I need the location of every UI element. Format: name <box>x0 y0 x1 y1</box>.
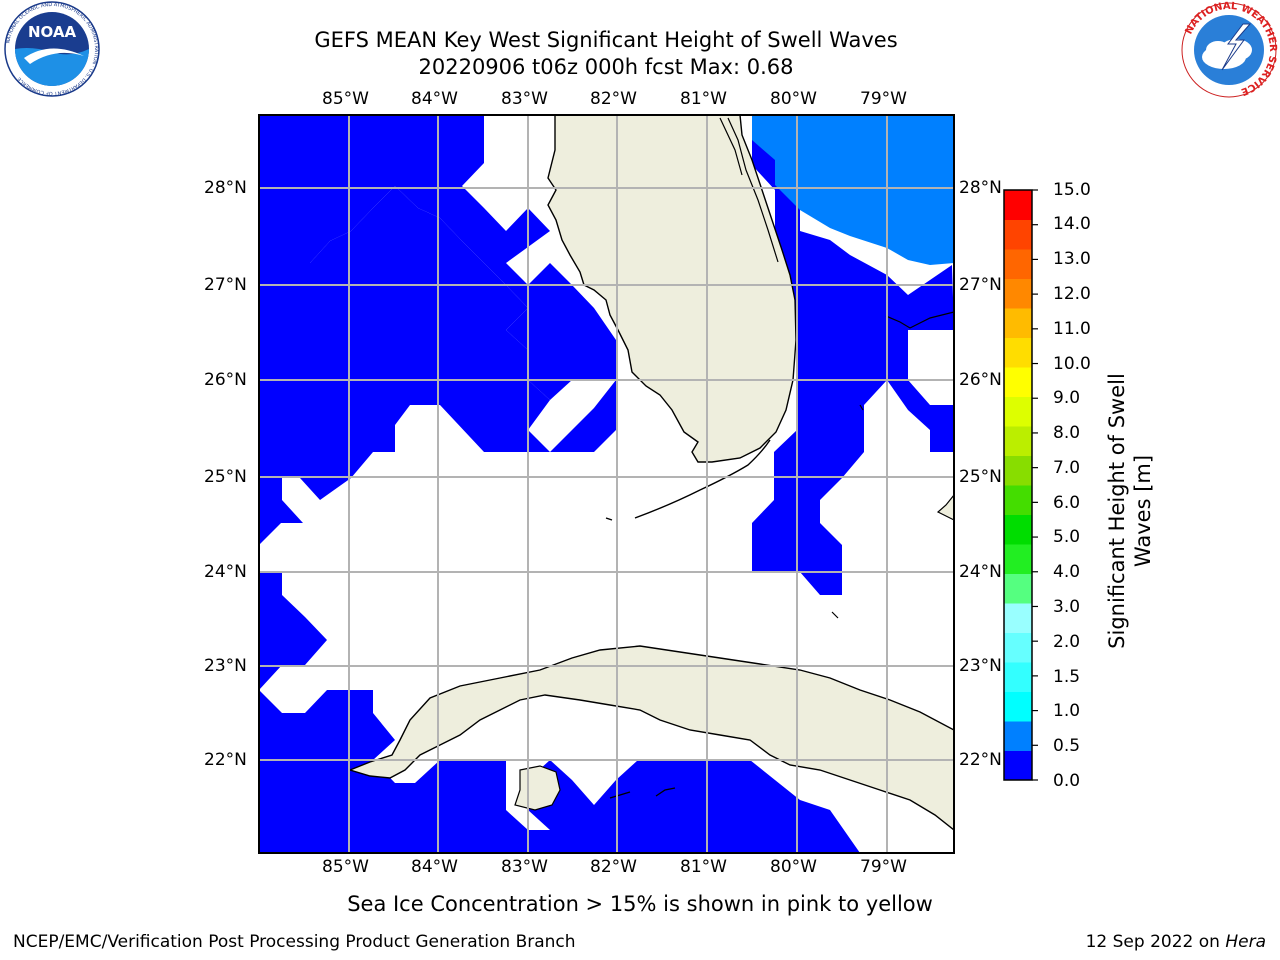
colorbar-swatch <box>1004 249 1032 279</box>
lat-label-left: 22°N <box>204 750 247 770</box>
colorbar-swatch <box>1004 278 1032 309</box>
lon-label-top: 83°W <box>501 89 548 109</box>
colorbar-tick: 10.0 <box>1053 354 1091 374</box>
colorbar-swatch <box>1004 426 1032 456</box>
map-frame <box>258 114 955 854</box>
colorbar-tick: 11.0 <box>1053 319 1091 339</box>
colorbar-swatch <box>1004 573 1032 604</box>
land-isla-juventud <box>514 765 561 811</box>
colorbar-swatch <box>1004 603 1032 633</box>
colorbar-tick: 4.0 <box>1053 562 1081 582</box>
colorbar-tick: 0.5 <box>1053 736 1081 756</box>
colorbar-tick: 2.0 <box>1053 632 1081 652</box>
colorbar-tick: 5.0 <box>1053 527 1081 547</box>
lon-label-top: 81°W <box>680 89 727 109</box>
lon-label-bottom: 83°W <box>501 857 548 877</box>
footer-credit: NCEP/EMC/Verification Post Processing Pr… <box>13 932 576 952</box>
lat-label-right: 24°N <box>959 562 1002 582</box>
lon-label-top: 85°W <box>322 89 369 109</box>
colorbar-swatch <box>1004 514 1032 545</box>
colorbar-swatch <box>1004 485 1032 515</box>
colorbar-swatch <box>1004 750 1032 781</box>
colorbar-swatch <box>1004 662 1032 692</box>
lon-label-bottom: 81°W <box>680 857 727 877</box>
lat-label-left: 24°N <box>204 562 247 582</box>
footer-timestamp: 12 Sep 2022 on Hera <box>1086 931 1266 953</box>
lon-label-bottom: 80°W <box>770 857 817 877</box>
colorbar-tick: 12.0 <box>1053 284 1091 304</box>
lat-label-left: 26°N <box>204 370 247 390</box>
chart-title: GEFS MEAN Key West Significant Height of… <box>314 28 898 52</box>
colorbar-swatch <box>1004 455 1032 486</box>
lat-label-left: 23°N <box>204 656 247 676</box>
colorbar-tick: 9.0 <box>1053 388 1081 408</box>
colorbar-tick: 1.0 <box>1053 701 1081 721</box>
colorbar-swatch <box>1004 219 1032 250</box>
colorbar-tick: 3.0 <box>1053 597 1081 617</box>
lon-label-top: 82°W <box>590 89 637 109</box>
colorbar-tick: 14.0 <box>1053 214 1091 234</box>
colorbar-swatch <box>1004 632 1032 663</box>
colorbar-swatch <box>1004 367 1032 397</box>
land-florida <box>547 115 797 463</box>
map-plot-area <box>259 115 954 853</box>
land-cuba <box>347 645 954 831</box>
lon-label-bottom: 79°W <box>860 857 907 877</box>
colorbar-tick: 1.5 <box>1053 667 1081 687</box>
colorbar-swatch <box>1004 308 1032 338</box>
lon-label-bottom: 82°W <box>590 857 637 877</box>
lon-label-top: 79°W <box>860 89 907 109</box>
swell-field-mid <box>752 115 954 265</box>
colorbar-tick: 0.0 <box>1053 771 1081 791</box>
lat-label-right: 28°N <box>959 178 1002 198</box>
colorbar-frame <box>1003 189 1033 781</box>
colorbar-swatch <box>1004 721 1032 751</box>
nws-logo: NATIONAL WEATHER SERVICE <box>1181 1 1278 98</box>
lat-label-left: 25°N <box>204 467 247 487</box>
lat-label-right: 22°N <box>959 750 1002 770</box>
colorbar-tick: 7.0 <box>1053 458 1081 478</box>
colorbar-tick: 8.0 <box>1053 423 1081 443</box>
colorbar-swatch <box>1004 396 1032 427</box>
lat-label-right: 25°N <box>959 467 1002 487</box>
colorbar-swatch <box>1004 544 1032 574</box>
lat-label-right: 26°N <box>959 370 1002 390</box>
lat-label-right: 23°N <box>959 656 1002 676</box>
lon-label-bottom: 85°W <box>322 857 369 877</box>
noaa-logo-text: NOAA <box>28 23 77 41</box>
lon-label-bottom: 84°W <box>411 857 458 877</box>
map-grid <box>259 115 954 853</box>
noaa-logo: NOAA NATIONAL OCEANIC AND ATMOSPHERIC AD… <box>4 1 100 97</box>
footer-date: 12 Sep 2022 on <box>1085 932 1220 952</box>
lat-label-left: 28°N <box>204 178 247 198</box>
colorbar-swatch <box>1004 190 1032 220</box>
chart-subtitle: 20220906 t06z 000h fcst Max: 0.68 <box>418 55 794 79</box>
colorbar-tick: 6.0 <box>1053 493 1081 513</box>
colorbar-label: Significant Height of Swell Waves [m] <box>1105 373 1155 649</box>
colorbar-swatch <box>1004 691 1032 722</box>
lon-label-top: 84°W <box>411 89 458 109</box>
footer-host: Hera <box>1225 932 1266 952</box>
lon-label-top: 80°W <box>770 89 817 109</box>
colorbar-swatch <box>1004 337 1032 368</box>
colorbar-tick: 13.0 <box>1053 249 1091 269</box>
lat-label-right: 27°N <box>959 275 1002 295</box>
lat-label-left: 27°N <box>204 275 247 295</box>
colorbar-tick: 15.0 <box>1053 180 1091 200</box>
sea-ice-note: Sea Ice Concentration > 15% is shown in … <box>347 892 933 916</box>
colorbar <box>1003 189 1038 781</box>
